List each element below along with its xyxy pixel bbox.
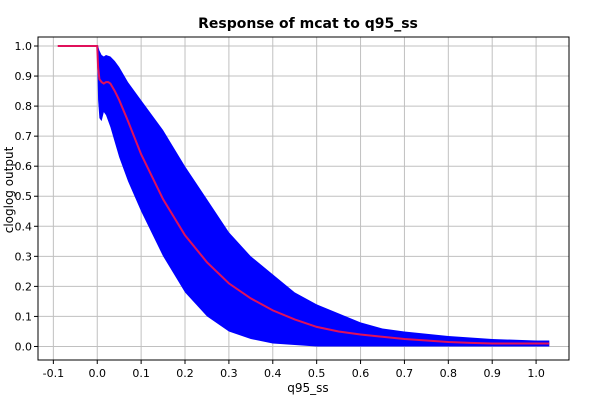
x-tick-label: 0.4 — [264, 367, 282, 380]
y-axis-label: cloglog output — [2, 146, 16, 233]
y-tick-label: 0.6 — [15, 160, 33, 173]
x-tick-label: 0.8 — [440, 367, 458, 380]
plot-frame — [37, 36, 570, 361]
x-tick-label: -0.1 — [43, 367, 64, 380]
x-tick-label: 0.1 — [132, 367, 150, 380]
y-tick-label: 0.7 — [15, 130, 33, 143]
y-tick-label: 1.0 — [15, 40, 33, 53]
y-tick-label: 0.0 — [15, 340, 33, 353]
mean-response-line — [57, 45, 550, 345]
x-tick-label: 0.5 — [308, 367, 326, 380]
x-tick-label: 0.3 — [220, 367, 238, 380]
x-tick-label: 1.0 — [527, 367, 545, 380]
y-tick-label: 0.5 — [15, 190, 33, 203]
y-tick-label: 0.9 — [15, 70, 33, 83]
y-tick-label: 0.8 — [15, 100, 33, 113]
x-tick-label: 0.0 — [88, 367, 106, 380]
y-tick-label: 0.2 — [15, 280, 33, 293]
x-tick-label: 0.9 — [483, 367, 501, 380]
x-tick-label: 0.2 — [176, 367, 194, 380]
chart-title: Response of mcat to q95_ss — [198, 16, 418, 32]
y-tick-label: 0.1 — [15, 310, 33, 323]
confidence-band — [97, 46, 550, 347]
y-tick-label: 0.4 — [15, 220, 33, 233]
x-tick-label: 0.6 — [352, 367, 370, 380]
grid-layer — [38, 37, 569, 360]
x-tick-label: 0.7 — [396, 367, 414, 380]
tick-layer: -0.1 0.0 0.1 0.2 0.3 0.4 0.5 0.6 0.7 0.8 0.9 1.0 0.0… — [15, 40, 545, 380]
y-tick-label: 0.3 — [15, 250, 33, 263]
x-axis-label: q95_ss — [287, 381, 328, 395]
